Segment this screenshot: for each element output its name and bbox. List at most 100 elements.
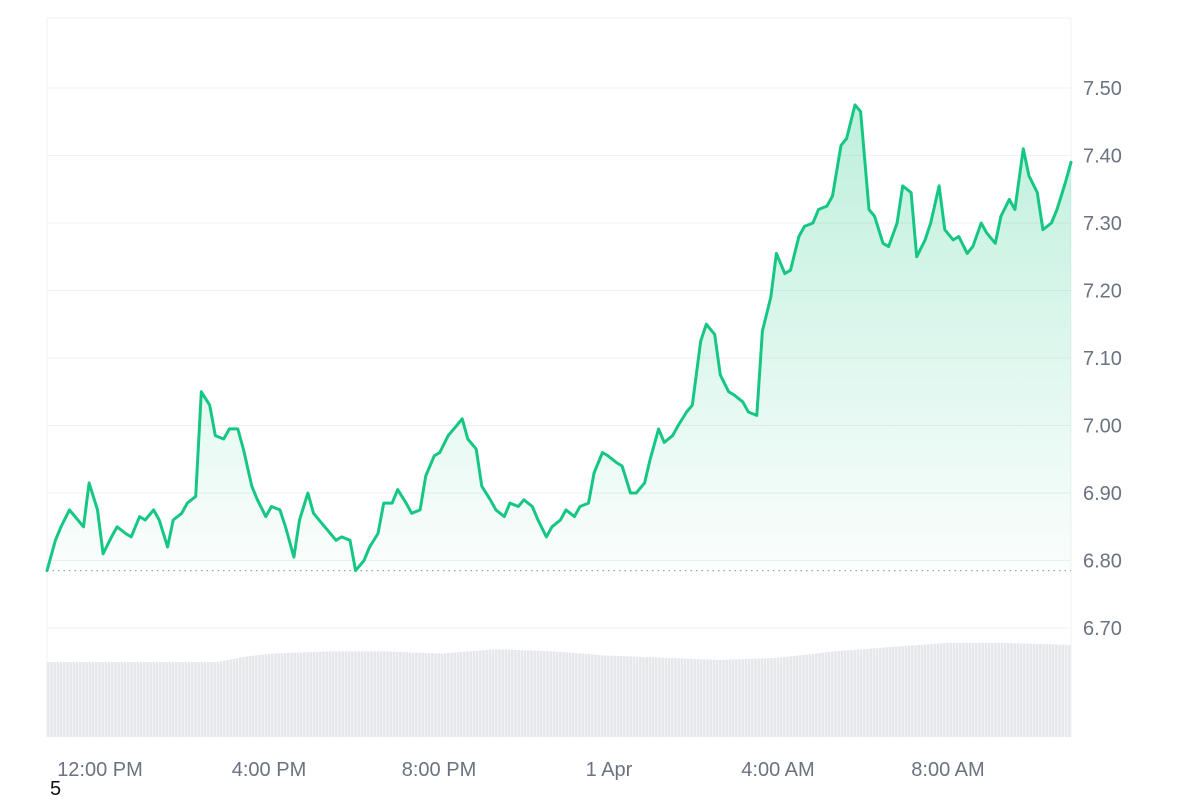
volume-bar [63,662,66,737]
volume-bar [277,653,280,737]
volume-bar [895,646,898,737]
volume-bar [914,645,917,737]
volume-bar [264,654,268,737]
volume-bar [239,657,242,737]
volume-bar [799,655,802,737]
volume-bar [1045,644,1048,737]
volume-bar [1048,644,1052,737]
volume-bar [251,655,255,737]
volume-bar [824,652,828,737]
volume-bar [687,658,690,737]
volume-bar [847,650,850,737]
volume-bar [258,655,261,737]
price-area [47,104,1071,571]
volume-bar [984,642,988,737]
volume-bar [431,653,434,737]
volume-bar [379,651,383,737]
volume-bar [565,652,568,737]
volume-bar [219,661,223,737]
volume-bar [767,658,770,737]
volume-bar [987,642,991,737]
volume-bar [632,656,636,737]
volume-bar [754,658,757,737]
volume-bar [866,648,869,737]
volume-bar [405,652,408,737]
volume-bar [1064,644,1068,737]
volume-bar [795,655,799,737]
volume-bar [469,651,472,737]
volume-bar [325,651,328,737]
volume-bar [975,642,978,737]
volume-bar [82,662,85,737]
volume-bar [802,654,805,737]
volume-bar [927,644,930,737]
volume-bar [584,653,588,737]
volume-bar [891,646,895,737]
y-tick-label: 7.10 [1083,348,1122,370]
volume-bar [981,642,984,737]
y-tick-label: 6.70 [1083,618,1122,640]
volume-bar [341,651,344,737]
volume-bar [376,651,380,737]
volume-bar [357,651,360,737]
volume-bar [248,656,252,737]
volume-bar [1032,643,1036,737]
volume-bar [568,652,572,737]
volume-bar [1026,643,1029,737]
volume-bar [351,651,354,737]
x-tick-label: 4:00 PM [232,759,306,781]
volume-bar [555,651,559,737]
volume-bar [815,653,818,737]
volume-bar [303,652,306,737]
volume-bar [898,646,901,737]
volume-bar [133,662,136,737]
volume-bar [747,658,751,737]
volume-bar [309,652,312,737]
volume-bar [744,659,748,737]
volume-bar [306,652,309,737]
volume-bar [575,653,578,737]
volume-bar [149,662,152,737]
volume-bar [872,648,876,737]
volume-bar [315,651,319,737]
volume-bar [645,657,648,737]
volume-bar [863,649,866,737]
volume-bar [98,662,101,737]
volume-bar [347,651,351,737]
volume-bar [130,662,133,737]
volume-bar [47,662,50,737]
volume-bar [168,662,172,737]
volume-bar [658,657,661,737]
volume-bar [200,662,204,737]
volume-bar [543,651,546,737]
volume-bar [235,658,239,737]
volume-bar [312,652,316,737]
volume-bar [91,662,95,737]
volume-bar [770,658,773,737]
volume-bar [485,650,488,737]
volume-bar [392,651,396,737]
volume-bar [1019,643,1023,737]
volume-bar [421,652,424,737]
volume-bar [434,653,437,737]
volume-bar [831,651,834,737]
y-tick-label: 6.80 [1083,551,1122,573]
volume-bar [232,658,236,737]
volume-bar [946,642,949,737]
volume-bar [1000,642,1004,737]
volume-bar [415,652,418,737]
volume-bar [591,654,594,737]
volume-bar [370,651,373,737]
volume-bar [715,659,719,737]
volume-bar [335,651,338,737]
volume-bar [194,662,197,737]
volume-bar [162,662,165,737]
volume-bar [850,650,853,737]
volume-bar [978,642,981,737]
volume-bar [447,653,450,737]
volume-bar [882,647,885,737]
volume-bar [811,653,815,737]
volume-bar [722,659,725,737]
volume-bar [475,650,479,737]
volume-bar [120,662,124,737]
